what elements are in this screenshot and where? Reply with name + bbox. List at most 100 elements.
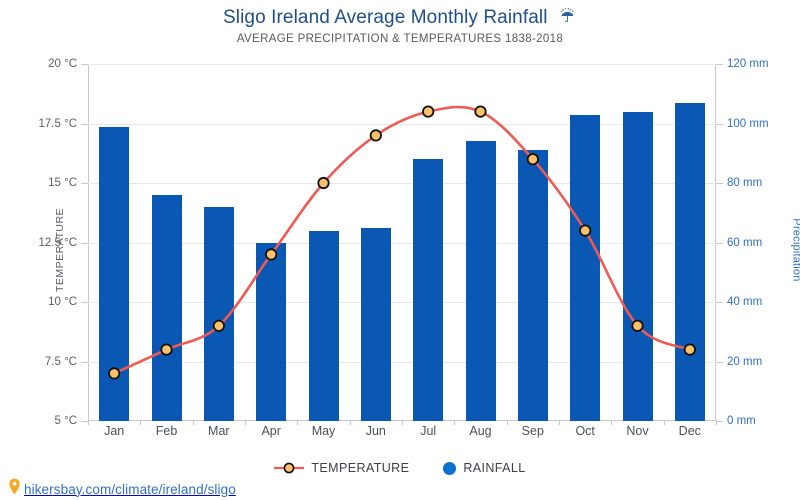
temperature-point[interactable]: Oct 13 °C bbox=[579, 224, 592, 237]
source-link[interactable]: hikersbay.com/climate/ireland/sligo bbox=[8, 478, 236, 500]
x-axis-month-labels: Jan Feb Mar Apr May Jun Jul Aug Sep Oct Nov Dec bbox=[88, 420, 717, 448]
source-url: hikersbay.com/climate/ireland/sligo bbox=[24, 481, 236, 497]
legend-label-rainfall: RAINFALL bbox=[463, 461, 526, 475]
y-axis-right-title: Precipitation bbox=[790, 218, 800, 282]
y-axis-right-tick-label: 100 mm bbox=[727, 117, 769, 130]
gridline bbox=[88, 361, 716, 363]
x-axis-month-label: Jan bbox=[104, 424, 125, 438]
temperature-point[interactable]: Aug 18 °C bbox=[474, 105, 487, 118]
y-axis-right-tick-label: 0 mm bbox=[727, 415, 756, 427]
temperature-point[interactable]: May 15 °C bbox=[317, 176, 330, 190]
y-axis-left-tick-label: 15 °C bbox=[48, 177, 77, 189]
location-pin-icon bbox=[8, 478, 21, 500]
gridline bbox=[88, 302, 716, 303]
rainfall-bar[interactable] bbox=[465, 141, 496, 421]
umbrella-rain-icon bbox=[558, 7, 577, 31]
gridline bbox=[88, 183, 716, 184]
x-axis-tick bbox=[297, 420, 299, 425]
plot-area: 5 °C 7.5 °C 10 °C 12.5 °C 15 °C 17.5 °C 20 °C … bbox=[39, 58, 769, 427]
y-axis-left-tick bbox=[81, 64, 88, 65]
y-axis-left-tick-label: 5 °C bbox=[54, 415, 78, 427]
x-axis-month-label: Oct bbox=[575, 424, 595, 438]
y-axis-right-tick-label: 80 mm bbox=[727, 177, 763, 189]
rainfall-bar[interactable] bbox=[674, 102, 705, 421]
chart-header: Sligo Ireland Average Monthly Rainfall bbox=[0, 6, 800, 30]
temperature-line-path bbox=[112, 105, 692, 375]
y-axis-left-tick-label: 7.5 °C bbox=[44, 355, 77, 368]
temperature-point[interactable]: Nov 9 °C bbox=[631, 319, 644, 332]
y-axis-left-tick bbox=[81, 361, 88, 363]
y-axis-left-tick-label: 10 °C bbox=[48, 296, 77, 308]
gridline bbox=[88, 242, 716, 244]
x-axis-tick bbox=[663, 420, 665, 425]
temperature-point[interactable]: Feb 8 °C bbox=[160, 343, 173, 356]
rainfall-legend-marker-icon bbox=[443, 461, 457, 475]
x-axis-month-label: Apr bbox=[261, 424, 281, 438]
temperature-point[interactable]: Sep 16 °C bbox=[526, 153, 539, 166]
legend-label-temperature: TEMPERATURE bbox=[311, 461, 410, 475]
x-axis-tick bbox=[140, 420, 142, 425]
rainfall-bar[interactable] bbox=[360, 227, 391, 421]
y-axis-right-tick-label: 40 mm bbox=[727, 296, 763, 308]
rainfall-bars bbox=[88, 64, 716, 421]
y-axis-right-tick bbox=[716, 242, 723, 244]
x-axis-tick bbox=[245, 420, 246, 425]
legend-item-temperature[interactable]: TEMPERATURE bbox=[274, 461, 409, 475]
temperature-legend-marker-icon bbox=[274, 462, 305, 474]
rainfall-bar[interactable] bbox=[256, 242, 287, 421]
y-axis-left-title: TEMPERATURE bbox=[54, 207, 67, 293]
x-axis-tick bbox=[559, 420, 560, 425]
y-axis-right-tick bbox=[716, 421, 723, 422]
x-axis-month-label: Jun bbox=[365, 424, 386, 438]
x-axis-month-label: Aug bbox=[469, 424, 492, 438]
x-axis-month-label: Mar bbox=[208, 424, 230, 438]
y-axis-left-tick-label: 20 °C bbox=[48, 58, 77, 70]
y-axis-left-tick bbox=[81, 242, 88, 244]
chart-subtitle: AVERAGE PRECIPITATION & TEMPERATURES 183… bbox=[236, 33, 564, 45]
x-axis-month-label: Feb bbox=[155, 424, 178, 438]
gridline bbox=[88, 64, 716, 65]
y-axis-right-tick-label: 60 mm bbox=[727, 236, 763, 249]
rainfall-bar[interactable] bbox=[570, 114, 601, 421]
y-axis-left-tick bbox=[81, 183, 88, 184]
y-axis-right-tick-label: 120 mm bbox=[727, 58, 769, 70]
y-axis-left-tick bbox=[81, 421, 88, 422]
x-axis-month-label: May bbox=[311, 424, 336, 438]
legend-item-rainfall[interactable]: RAINFALL bbox=[443, 461, 525, 475]
x-axis-month-label: Sep bbox=[521, 424, 544, 438]
y-axis-right-tick bbox=[716, 183, 723, 184]
rainfall-bar[interactable] bbox=[151, 194, 182, 421]
temperature-point[interactable]: Jan 7 °C bbox=[108, 367, 121, 380]
y-axis-right-tick bbox=[716, 64, 723, 65]
temperature-point[interactable]: Dec 8 °C bbox=[683, 343, 696, 356]
y-axis-left-tick-label: 12.5 °C bbox=[38, 236, 77, 249]
chart-legend: TEMPERATURE RAINFALL bbox=[0, 461, 800, 475]
x-axis-month-label: Nov bbox=[626, 424, 649, 438]
y-axis-right-tick bbox=[716, 361, 723, 363]
y-axis-right-tick-label: 20 mm bbox=[727, 355, 763, 368]
x-axis-tick bbox=[192, 420, 194, 425]
y-axis-right-tick bbox=[716, 302, 723, 303]
chart-title: Sligo Ireland Average Monthly Rainfall bbox=[223, 7, 548, 28]
temperature-point[interactable]: Jun 17 °C bbox=[369, 129, 382, 142]
y-axis-right-tick bbox=[716, 123, 723, 125]
x-axis-tick bbox=[402, 420, 403, 425]
y-axis-left-tick-label: 17.5 °C bbox=[38, 117, 77, 130]
x-axis-month-label: Dec bbox=[678, 424, 701, 438]
temperature-point[interactable]: Jul 18 °C bbox=[422, 105, 435, 118]
temperature-point[interactable]: Apr 12 °C bbox=[265, 248, 278, 261]
rainfall-bar[interactable] bbox=[308, 230, 339, 421]
rainfall-bar[interactable] bbox=[413, 159, 444, 421]
temperature-line: Jan 7 °C Feb 8 °C Mar 9 °C Apr 12 °C May 15 … bbox=[108, 105, 696, 380]
rainfall-bar[interactable] bbox=[517, 150, 548, 421]
x-axis-tick bbox=[611, 420, 613, 425]
x-axis-tick bbox=[454, 420, 456, 425]
temperature-point[interactable]: Mar 9 °C bbox=[212, 319, 225, 332]
x-axis-tick bbox=[349, 420, 351, 425]
x-axis-tick bbox=[88, 420, 89, 425]
x-axis-month-label: Jul bbox=[420, 424, 437, 438]
rainfall-bar[interactable] bbox=[622, 111, 653, 421]
y-axis-left-tick bbox=[81, 123, 88, 125]
gridline bbox=[88, 123, 716, 125]
